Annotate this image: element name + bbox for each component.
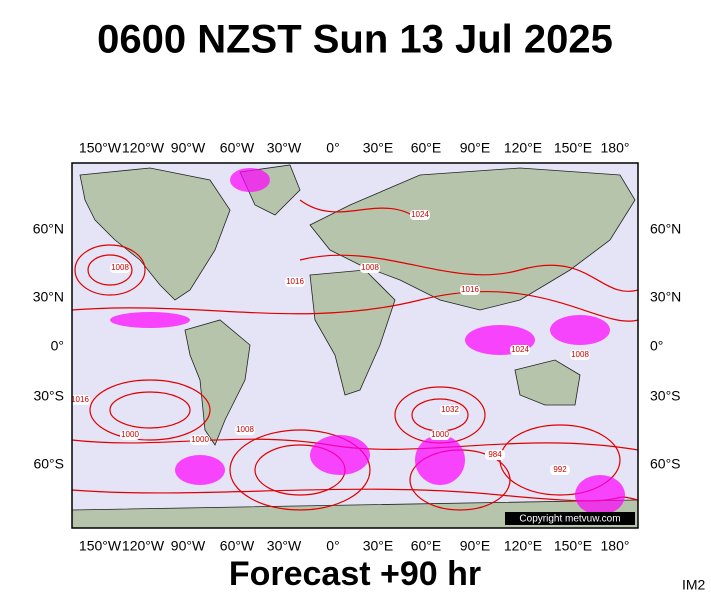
lat-label: 30°N: [650, 289, 681, 305]
lon-label: 150°E: [554, 538, 592, 554]
lon-label: 60°W: [220, 538, 255, 554]
isobar-label: 1024: [411, 210, 429, 219]
isobar-label-box: [120, 430, 140, 440]
lat-label: 0°: [650, 338, 663, 354]
lon-label: 30°W: [267, 140, 302, 156]
lon-label: 120°E: [504, 140, 542, 156]
isobar-label: 1000: [121, 430, 139, 439]
precip: [110, 168, 625, 515]
isobar-label-box: [285, 277, 305, 287]
lat-label: 60°N: [33, 221, 64, 237]
isobar-label-box: [410, 210, 430, 220]
lon-label: 90°E: [460, 538, 491, 554]
isobar-label: 992: [553, 465, 567, 474]
isobar-label-box: [550, 465, 570, 475]
isobar-label: 1008: [236, 425, 254, 434]
lon-label: 60°W: [220, 140, 255, 156]
lon-label: 30°E: [363, 538, 394, 554]
lon-label: 120°W: [122, 140, 165, 156]
isobar-label-box: [360, 263, 380, 273]
isobar-label-box: [440, 405, 460, 415]
map-frame: [71, 162, 639, 529]
isobar-label: 1016: [286, 277, 304, 286]
lon-label: 30°W: [267, 538, 302, 554]
lon-label: 60°E: [411, 538, 442, 554]
lat-label: 30°S: [33, 388, 64, 404]
lon-label: 30°E: [363, 140, 394, 156]
lon-label: 0°: [326, 538, 339, 554]
lon-label: 120°E: [504, 538, 542, 554]
lat-label: 60°N: [650, 221, 681, 237]
id-label: IM2: [682, 577, 706, 593]
lon-label: 0°: [326, 140, 339, 156]
isobar-label: 1000: [191, 435, 209, 444]
lon-label: 90°W: [171, 538, 206, 554]
isobar-label-box: [570, 350, 590, 360]
isobar-label: 1032: [441, 405, 459, 414]
isobar-label-box: [190, 435, 210, 445]
map: 1008 1016 1024 1008 1016 1000 1008 1000 1032 1024…: [71, 163, 638, 528]
lon-label: 180°: [601, 538, 630, 554]
isobar-label-box: [485, 450, 505, 460]
copyright-box: [505, 512, 635, 525]
lat-label: 60°S: [650, 456, 681, 472]
lon-label: 150°W: [79, 140, 122, 156]
lon-label: 180°: [601, 140, 630, 156]
isobar-label: 1024: [511, 345, 529, 354]
copyright: Copyright metvuw.com: [519, 514, 620, 525]
footer: Forecast +90 hr: [229, 555, 481, 593]
title: 0600 NZST Sun 13 Jul 2025: [97, 18, 613, 62]
lat-label: 30°S: [650, 388, 681, 404]
isobar-label: 1008: [111, 263, 129, 272]
isobar-label: 1008: [361, 263, 379, 272]
lat-label: 60°S: [33, 456, 64, 472]
isobar-label-box: [235, 425, 255, 435]
isobar-label-box: [72, 395, 90, 405]
isobar-label-box: [510, 345, 530, 355]
lon-label: 90°E: [460, 140, 491, 156]
lon-label: 60°E: [411, 140, 442, 156]
isobar-label: 984: [488, 450, 502, 459]
isobar-label-box: [430, 430, 450, 440]
isobar-label-box: [110, 263, 130, 273]
lon-label: 150°E: [554, 140, 592, 156]
isobar-label-box: [460, 285, 480, 295]
lon-label: 150°W: [79, 538, 122, 554]
isobar-label: 1008: [571, 350, 589, 359]
lat-label: 30°N: [33, 289, 64, 305]
lon-label: 90°W: [171, 140, 206, 156]
isobar-label: 1016: [461, 285, 479, 294]
isobar-label: 1000: [431, 430, 449, 439]
isobar-label: 1016: [71, 395, 89, 404]
lon-label: 120°W: [122, 538, 165, 554]
lat-label: 0°: [51, 338, 64, 354]
